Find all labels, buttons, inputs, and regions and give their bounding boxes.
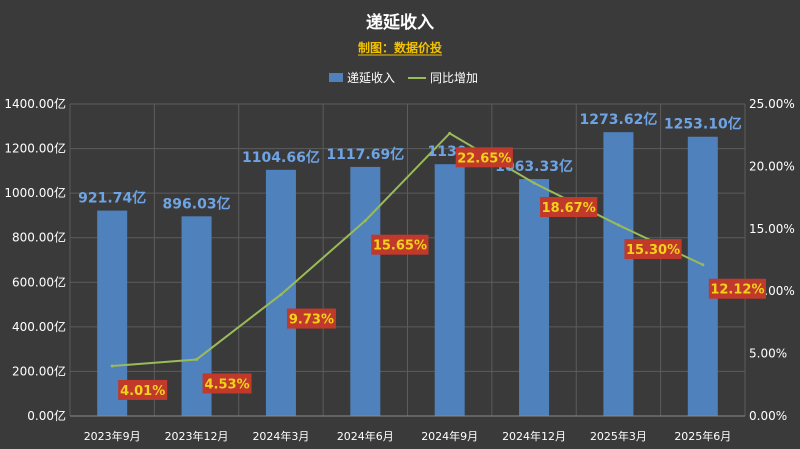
x-tick-label: 2024年12月 bbox=[502, 429, 566, 443]
bar-value-label: 1253.10亿 bbox=[664, 116, 742, 133]
line-point bbox=[701, 263, 705, 267]
y-right-tick-label: 0.00% bbox=[749, 409, 787, 423]
bar bbox=[603, 132, 634, 417]
legend-line-label: 同比增加 bbox=[430, 71, 478, 85]
y-right-tick-label: 25.00% bbox=[749, 97, 795, 111]
y-axis-right: 0.00%5.00%10.00%15.00%20.00%25.00% bbox=[749, 97, 795, 423]
pct-value-label: 15.65% bbox=[373, 239, 427, 254]
x-tick-label: 2024年3月 bbox=[252, 429, 309, 443]
bar-value-label: 896.03亿 bbox=[163, 195, 231, 212]
y-right-tick-label: 15.00% bbox=[749, 222, 795, 236]
pct-value-label: 4.53% bbox=[205, 377, 250, 392]
line-point bbox=[195, 357, 199, 361]
bar-value-label: 921.74亿 bbox=[78, 190, 146, 207]
y-left-tick-label: 0.00亿 bbox=[27, 408, 66, 423]
bar bbox=[434, 164, 465, 416]
line-point bbox=[110, 364, 114, 368]
legend-bar-label: 递延收入 bbox=[347, 71, 395, 85]
bar-value-label: 1273.62亿 bbox=[580, 111, 658, 128]
bar bbox=[350, 166, 381, 416]
line-point bbox=[532, 181, 536, 185]
pct-value-label: 12.12% bbox=[710, 283, 764, 298]
line-series bbox=[110, 131, 705, 368]
y-right-tick-label: 20.00% bbox=[749, 159, 795, 173]
pct-label-box bbox=[286, 308, 336, 329]
y-left-tick-label: 200.00亿 bbox=[12, 363, 66, 378]
pct-label-box bbox=[624, 239, 682, 260]
bar-series bbox=[97, 132, 718, 417]
pct-value-label: 4.01% bbox=[120, 384, 165, 399]
pct-value-label: 18.67% bbox=[542, 201, 596, 216]
bar-value-label: 1117.69亿 bbox=[326, 146, 404, 163]
pct-value-label: 9.73% bbox=[289, 313, 334, 328]
pct-label-box bbox=[371, 234, 429, 255]
y-left-tick-label: 1200.00亿 bbox=[4, 141, 66, 156]
bar bbox=[265, 169, 296, 416]
line-point bbox=[448, 131, 452, 135]
bar-value-label: 1104.66亿 bbox=[242, 149, 320, 166]
y-left-tick-label: 1400.00亿 bbox=[4, 96, 66, 111]
chart-subtitle: 制图：数据价投 bbox=[358, 40, 442, 55]
x-tick-label: 2024年9月 bbox=[421, 429, 478, 443]
line-point bbox=[363, 219, 367, 223]
line-point bbox=[616, 223, 620, 227]
bar bbox=[687, 136, 718, 416]
x-axis: 2023年9月 2023年12月 2024年3月 2024年6月 2024年9月 2024… bbox=[70, 415, 745, 443]
y-axis-left: 0.00亿 200.00亿 400.00亿 600.00亿 800.00亿 1000.00… bbox=[4, 96, 66, 423]
pct-label-box bbox=[540, 196, 598, 217]
y-left-tick-label: 1000.00亿 bbox=[4, 185, 66, 200]
y-right-tick-label: 5.00% bbox=[749, 347, 787, 361]
legend-bar-swatch bbox=[329, 73, 343, 82]
chart-title: 递延收入 bbox=[366, 12, 434, 33]
pct-value-label: 15.30% bbox=[626, 243, 680, 258]
y-left-tick-label: 600.00亿 bbox=[12, 274, 66, 289]
x-tick-label: 2024年6月 bbox=[337, 429, 394, 443]
line-point bbox=[279, 293, 283, 297]
pct-value-label: 22.65% bbox=[457, 151, 511, 166]
x-tick-label: 2025年3月 bbox=[590, 429, 647, 443]
legend: 递延收入 同比增加 bbox=[329, 71, 478, 85]
x-tick-label: 2023年12月 bbox=[165, 429, 229, 443]
pct-label-box bbox=[708, 278, 767, 299]
bar bbox=[519, 179, 550, 416]
y-left-tick-label: 400.00亿 bbox=[12, 319, 66, 334]
y-left-tick-label: 800.00亿 bbox=[12, 230, 66, 245]
pct-label-box bbox=[118, 379, 168, 400]
x-tick-label: 2025年6月 bbox=[674, 429, 731, 443]
x-tick-label: 2023年9月 bbox=[84, 429, 141, 443]
gridlines bbox=[69, 103, 746, 417]
bar-value-label: 1063.33亿 bbox=[495, 158, 573, 175]
line-path bbox=[112, 132, 704, 367]
line-data-labels: 4.01% 4.53% 9.73% 15.65% 22.65% 18.67% 15.30% 1… bbox=[118, 147, 767, 400]
pct-label-box bbox=[455, 147, 513, 168]
pct-label-box bbox=[202, 373, 252, 394]
